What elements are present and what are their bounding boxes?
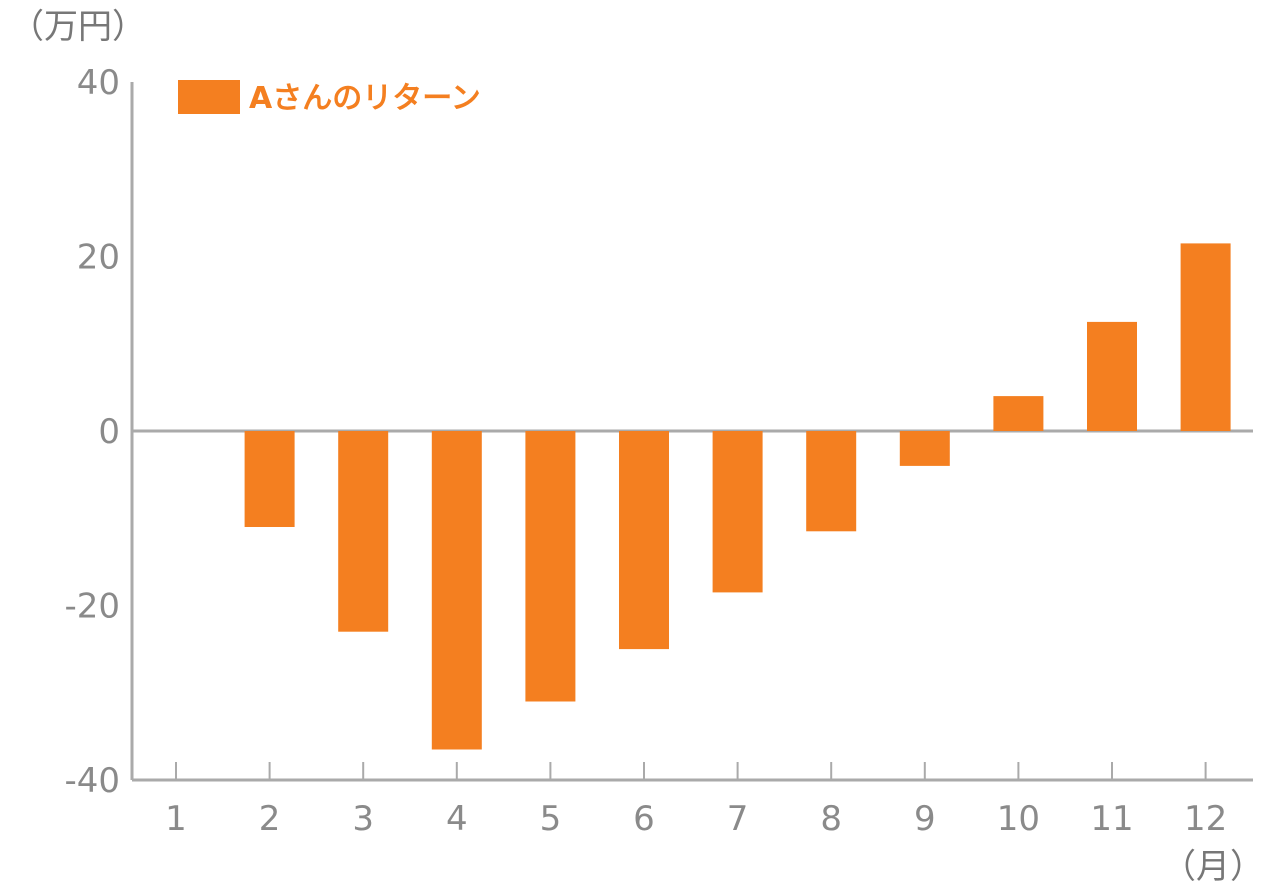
bar-month-5 bbox=[525, 431, 576, 702]
x-tick-label: 4 bbox=[446, 799, 468, 839]
bar-month-3 bbox=[338, 431, 389, 632]
bar-month-7 bbox=[712, 431, 763, 593]
bar-month-4 bbox=[431, 431, 482, 750]
bar-month-10 bbox=[993, 396, 1044, 431]
bar-month-12 bbox=[1180, 243, 1231, 431]
legend-label: Aさんのリターン bbox=[249, 81, 481, 116]
bar-month-11 bbox=[1087, 321, 1137, 431]
bar-month-2 bbox=[244, 431, 295, 527]
x-tick-label: 2 bbox=[259, 799, 281, 839]
x-tick-label: 11 bbox=[1090, 799, 1133, 839]
x-tick-label: 5 bbox=[540, 799, 562, 839]
x-tick-label: 3 bbox=[352, 799, 374, 839]
x-tick-label: 7 bbox=[727, 799, 749, 839]
bar-month-9 bbox=[899, 431, 950, 466]
chart-bars bbox=[244, 243, 1231, 750]
y-tick-label: -20 bbox=[64, 587, 120, 627]
y-tick-label: 20 bbox=[77, 238, 120, 278]
bar-month-6 bbox=[619, 431, 669, 650]
bar-month-8 bbox=[806, 431, 857, 532]
y-tick-label: 40 bbox=[77, 63, 120, 103]
x-tick-label: 10 bbox=[997, 799, 1040, 839]
chart-legend: Aさんのリターン bbox=[178, 80, 481, 116]
y-tick-label: -40 bbox=[64, 761, 120, 801]
x-tick-label: 6 bbox=[633, 799, 655, 839]
y-tick-label: 0 bbox=[98, 412, 120, 452]
legend-swatch bbox=[178, 80, 240, 114]
x-tick-label: 9 bbox=[914, 799, 936, 839]
x-tick-label: 12 bbox=[1184, 799, 1227, 839]
x-axis-unit-label: （月） bbox=[1162, 847, 1264, 887]
x-tick-label: 8 bbox=[820, 799, 842, 839]
x-tick-label: 1 bbox=[165, 799, 187, 839]
y-axis-unit-label: （万円） bbox=[10, 7, 146, 47]
chart-axes bbox=[130, 82, 1253, 782]
